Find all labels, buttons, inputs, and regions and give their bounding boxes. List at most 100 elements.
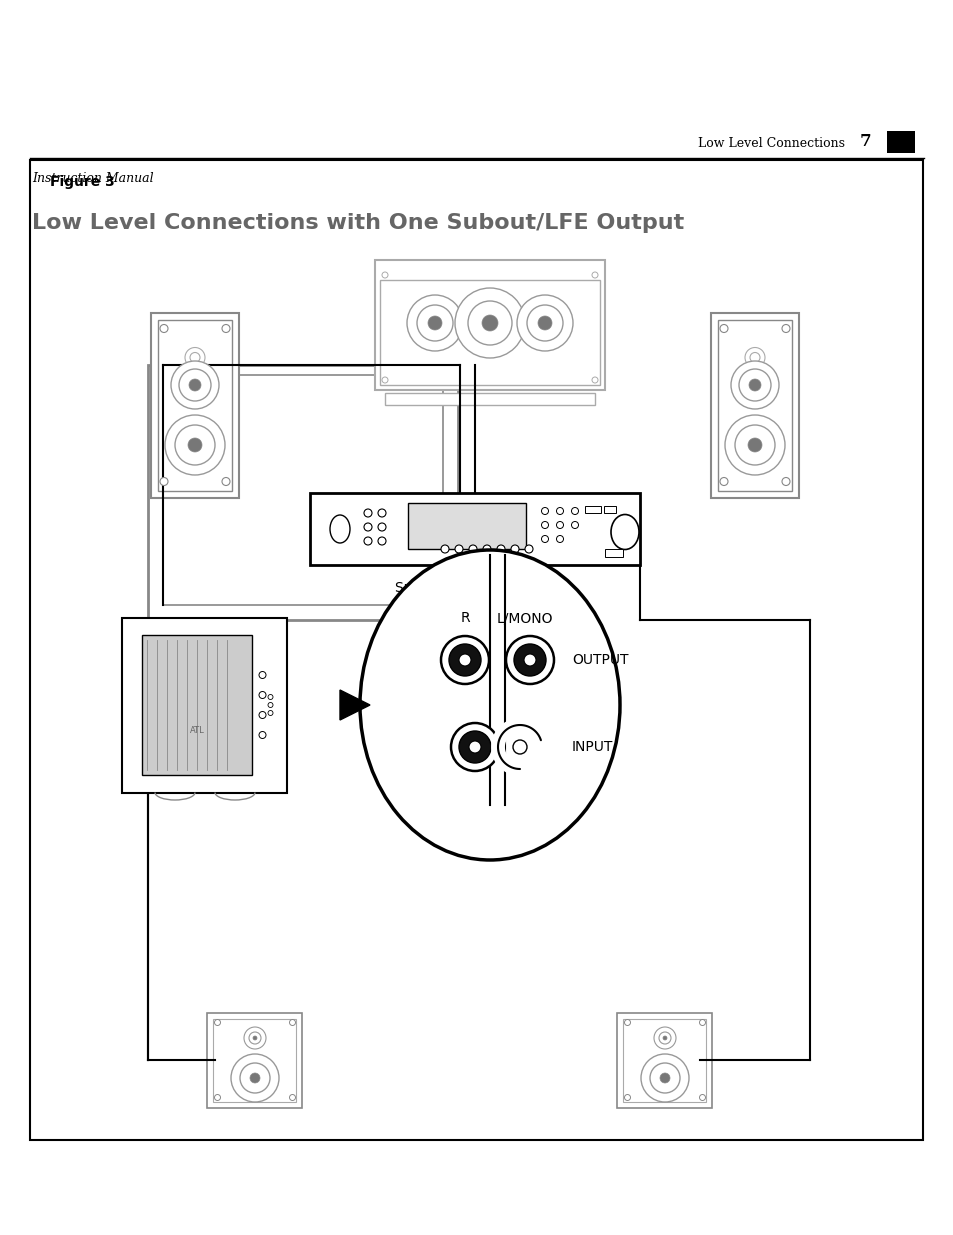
- Circle shape: [364, 509, 372, 517]
- Circle shape: [189, 379, 201, 391]
- Circle shape: [624, 1020, 630, 1025]
- Circle shape: [571, 508, 578, 515]
- Bar: [142, 635, 253, 776]
- Circle shape: [364, 522, 372, 531]
- Circle shape: [730, 361, 779, 409]
- Circle shape: [179, 369, 211, 401]
- Text: OUTPUT: OUTPUT: [572, 653, 628, 667]
- Circle shape: [190, 352, 200, 363]
- Circle shape: [214, 1094, 220, 1100]
- Circle shape: [649, 1063, 679, 1093]
- Text: R: R: [459, 611, 469, 625]
- Circle shape: [171, 361, 219, 409]
- Circle shape: [482, 545, 491, 553]
- Circle shape: [537, 316, 552, 330]
- Circle shape: [244, 1028, 266, 1049]
- Text: ATL: ATL: [190, 725, 205, 735]
- Circle shape: [222, 325, 230, 332]
- Circle shape: [416, 305, 453, 341]
- Circle shape: [624, 1094, 630, 1100]
- Circle shape: [253, 1036, 256, 1040]
- Circle shape: [258, 711, 266, 719]
- Bar: [375, 261, 604, 390]
- Circle shape: [185, 347, 205, 368]
- Circle shape: [541, 536, 548, 542]
- Circle shape: [469, 545, 476, 553]
- Ellipse shape: [610, 515, 639, 550]
- Circle shape: [523, 655, 536, 666]
- Circle shape: [249, 1032, 261, 1044]
- Circle shape: [744, 347, 764, 368]
- Circle shape: [451, 722, 498, 771]
- Circle shape: [659, 1073, 669, 1083]
- Text: L/MONO: L/MONO: [497, 611, 553, 625]
- Text: Low Level Connections: Low Level Connections: [698, 137, 844, 149]
- Text: 7: 7: [859, 133, 871, 149]
- Circle shape: [364, 537, 372, 545]
- Text: Sub Out/LFE: Sub Out/LFE: [395, 580, 479, 594]
- Bar: [617, 1013, 712, 1108]
- Circle shape: [720, 478, 727, 485]
- Circle shape: [481, 315, 497, 331]
- Circle shape: [513, 740, 526, 755]
- Circle shape: [659, 1032, 670, 1044]
- Circle shape: [497, 545, 504, 553]
- Circle shape: [440, 545, 449, 553]
- Circle shape: [222, 478, 230, 485]
- Circle shape: [699, 1094, 705, 1100]
- Circle shape: [407, 295, 462, 351]
- Circle shape: [160, 478, 168, 485]
- Circle shape: [724, 415, 784, 475]
- Circle shape: [699, 1020, 705, 1025]
- Text: INPUT: INPUT: [572, 740, 613, 755]
- Circle shape: [455, 545, 462, 553]
- Bar: [408, 503, 525, 550]
- Circle shape: [739, 369, 770, 401]
- Circle shape: [160, 325, 168, 332]
- Bar: [163, 375, 442, 605]
- Bar: [379, 280, 599, 385]
- Bar: [710, 312, 799, 498]
- Circle shape: [268, 710, 273, 715]
- Circle shape: [511, 545, 518, 553]
- Circle shape: [165, 415, 225, 475]
- Circle shape: [556, 508, 563, 515]
- Circle shape: [377, 522, 386, 531]
- Bar: [603, 506, 616, 513]
- Bar: [310, 493, 639, 564]
- Bar: [30, 161, 923, 1140]
- Circle shape: [526, 305, 562, 341]
- Circle shape: [781, 478, 789, 485]
- Bar: [158, 320, 232, 490]
- Circle shape: [541, 508, 548, 515]
- Bar: [604, 550, 622, 557]
- Circle shape: [258, 672, 266, 678]
- Circle shape: [505, 636, 554, 684]
- Bar: [385, 393, 595, 405]
- Circle shape: [455, 288, 524, 358]
- Circle shape: [458, 655, 471, 666]
- Circle shape: [449, 643, 480, 676]
- Circle shape: [268, 694, 273, 699]
- Polygon shape: [339, 690, 370, 720]
- Circle shape: [188, 438, 202, 452]
- Circle shape: [174, 425, 214, 466]
- Circle shape: [377, 509, 386, 517]
- Circle shape: [377, 537, 386, 545]
- Circle shape: [289, 1020, 295, 1025]
- Circle shape: [458, 731, 491, 763]
- Circle shape: [268, 703, 273, 708]
- Circle shape: [556, 536, 563, 542]
- Circle shape: [517, 295, 573, 351]
- Circle shape: [468, 301, 512, 345]
- Text: Low Level Connections with One Subout/LFE Output: Low Level Connections with One Subout/LF…: [32, 212, 683, 233]
- Circle shape: [231, 1053, 278, 1102]
- Circle shape: [289, 1094, 295, 1100]
- Bar: [718, 320, 791, 490]
- Circle shape: [514, 643, 545, 676]
- Bar: [623, 1019, 706, 1102]
- Circle shape: [749, 352, 760, 363]
- Circle shape: [654, 1028, 676, 1049]
- Circle shape: [240, 1063, 270, 1093]
- Circle shape: [258, 692, 266, 699]
